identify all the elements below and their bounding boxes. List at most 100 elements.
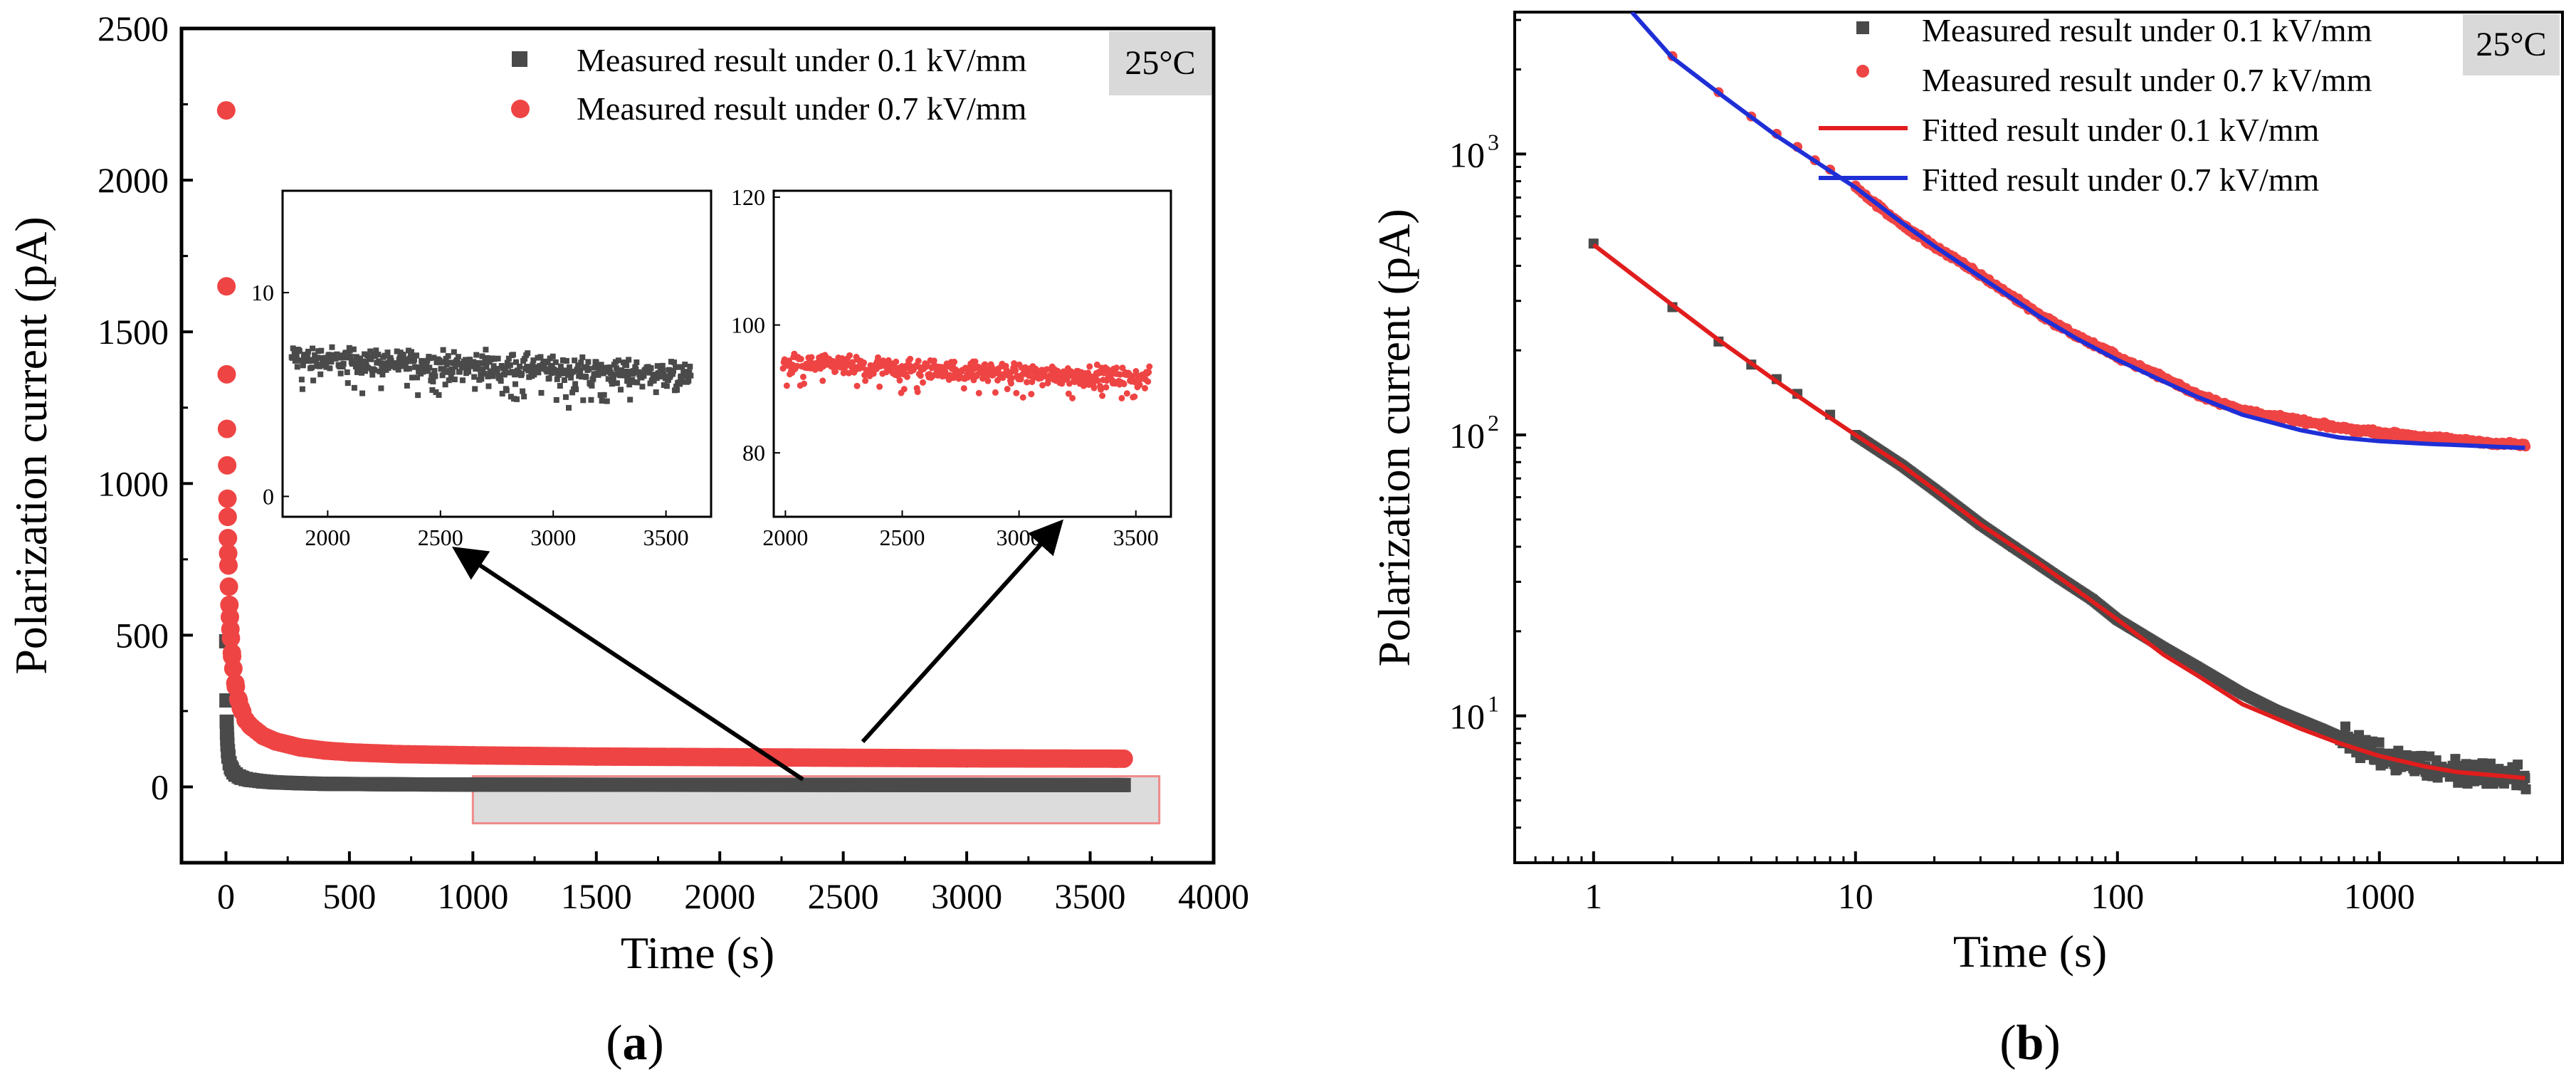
data-point-square (2374, 737, 2385, 747)
inset-point-circle (849, 359, 856, 366)
inset-point-square (610, 374, 616, 381)
inset-point-square (521, 394, 527, 400)
inset-point-square (490, 373, 496, 379)
inset-point-square (606, 364, 613, 371)
x-axis-label: Time (s) (1953, 926, 2107, 977)
y-axis-label: Polarization current (pA) (6, 216, 56, 674)
inset-point-square (377, 360, 384, 367)
inset-point-square (449, 369, 456, 375)
inset-point-circle (1086, 363, 1093, 370)
inset-point-square (653, 375, 660, 382)
inset-point-circle (984, 377, 992, 384)
inset-point-square (634, 379, 641, 386)
inset-high-field: 2000 2500 3000 3500 80 100 120 (731, 184, 1172, 550)
inset-point-square (673, 364, 679, 370)
inset-point-square (579, 374, 585, 380)
inset-point-square (373, 347, 379, 354)
inset-point-square (591, 371, 597, 377)
inset-point-square (564, 372, 571, 378)
fit-line-low-field (1592, 243, 2525, 781)
inset-point-circle (786, 357, 793, 364)
inset-point-square (318, 347, 325, 354)
inset-point-square (539, 364, 545, 371)
inset-point-square (432, 373, 438, 379)
inset-point-circle (1093, 361, 1100, 368)
inset-point-square (357, 355, 363, 362)
inset-point-square (482, 358, 488, 364)
inset-point-square (615, 357, 621, 364)
inset-point-square (671, 367, 677, 374)
inset-point-square (375, 352, 382, 358)
x-axis-label: Time (s) (621, 928, 774, 978)
inset-point-circle (1039, 382, 1046, 389)
inset-point-square (404, 358, 411, 364)
inset-point-square (630, 371, 636, 377)
inset-point-square (679, 364, 685, 370)
x-tick-label: 10 (1838, 876, 1873, 916)
inset-point-square (659, 362, 666, 369)
inset-point-square (453, 357, 460, 363)
data-point-circle (222, 643, 241, 663)
inset-x-tick-label: 3500 (1113, 525, 1159, 550)
inset-point-square (570, 369, 577, 375)
inset-point-square (666, 367, 672, 373)
inset-point-circle (1145, 369, 1152, 376)
inset-point-square (512, 381, 518, 387)
inset-point-circle (1098, 386, 1105, 393)
inset-point-square (400, 352, 406, 359)
inset-point-circle (1136, 382, 1143, 389)
inset-point-square (298, 377, 305, 383)
inset-x-tick-label: 2000 (762, 525, 808, 550)
data-point-square (1116, 777, 1131, 792)
inset-point-square (471, 374, 478, 380)
inset-point-square (325, 359, 331, 365)
legend-entry: Measured result under 0.7 kV/mm (577, 90, 1027, 127)
data-point-square (2513, 760, 2523, 770)
legend-marker-square (1856, 21, 1869, 34)
inset-point-square (639, 384, 646, 390)
inset-point-square (414, 374, 421, 381)
inset-point-square (599, 397, 605, 404)
inset-point-circle (1004, 386, 1011, 393)
inset-point-circle (1024, 379, 1031, 386)
inset-point-square (585, 359, 592, 365)
inset-point-square (378, 385, 384, 392)
inset-point-square (567, 364, 573, 370)
inset-y-tick-label: 10 (251, 280, 274, 305)
x-axis-ticks: 1 10 100 1000 (1513, 851, 2564, 916)
inset-point-square (547, 355, 553, 362)
inset-point-square (604, 398, 610, 404)
inset-point-square (424, 363, 430, 369)
legend-entry: Measured result under 0.7 kV/mm (1922, 62, 2372, 98)
inset-point-square (505, 355, 512, 362)
inset-point-square (294, 364, 300, 370)
inset-point-square (350, 346, 357, 352)
inset-point-square (614, 380, 620, 387)
inset-point-square (501, 372, 508, 378)
y-tick-label: 2500 (98, 9, 169, 48)
inset-point-circle (951, 358, 958, 365)
inset-point-square (541, 361, 547, 367)
x-tick-label: 1500 (561, 876, 632, 916)
inset-point-square (353, 354, 359, 360)
inset-point-circle (893, 358, 900, 365)
inset-point-square (573, 387, 579, 393)
inset-point-square (562, 394, 569, 400)
inset-point-square (663, 383, 670, 389)
x-tick-label: 3500 (1055, 876, 1126, 916)
inset-point-square (345, 380, 351, 387)
inset-point-square (579, 354, 586, 360)
legend: Measured result under 0.1 kV/mm Measured… (1819, 12, 2372, 198)
inset-point-circle (1019, 394, 1026, 401)
inset-point-square (438, 359, 445, 365)
inset-point-square (372, 353, 379, 359)
x-tick-label: 4000 (1178, 876, 1249, 916)
inset-point-square (408, 349, 414, 355)
inset-point-square (535, 369, 542, 376)
inset-point-square (661, 382, 667, 388)
inset-point-square (369, 372, 376, 378)
inset-point-square (478, 376, 485, 382)
inset-point-square (399, 360, 405, 367)
y-tick-label: 10 (1449, 697, 1485, 737)
